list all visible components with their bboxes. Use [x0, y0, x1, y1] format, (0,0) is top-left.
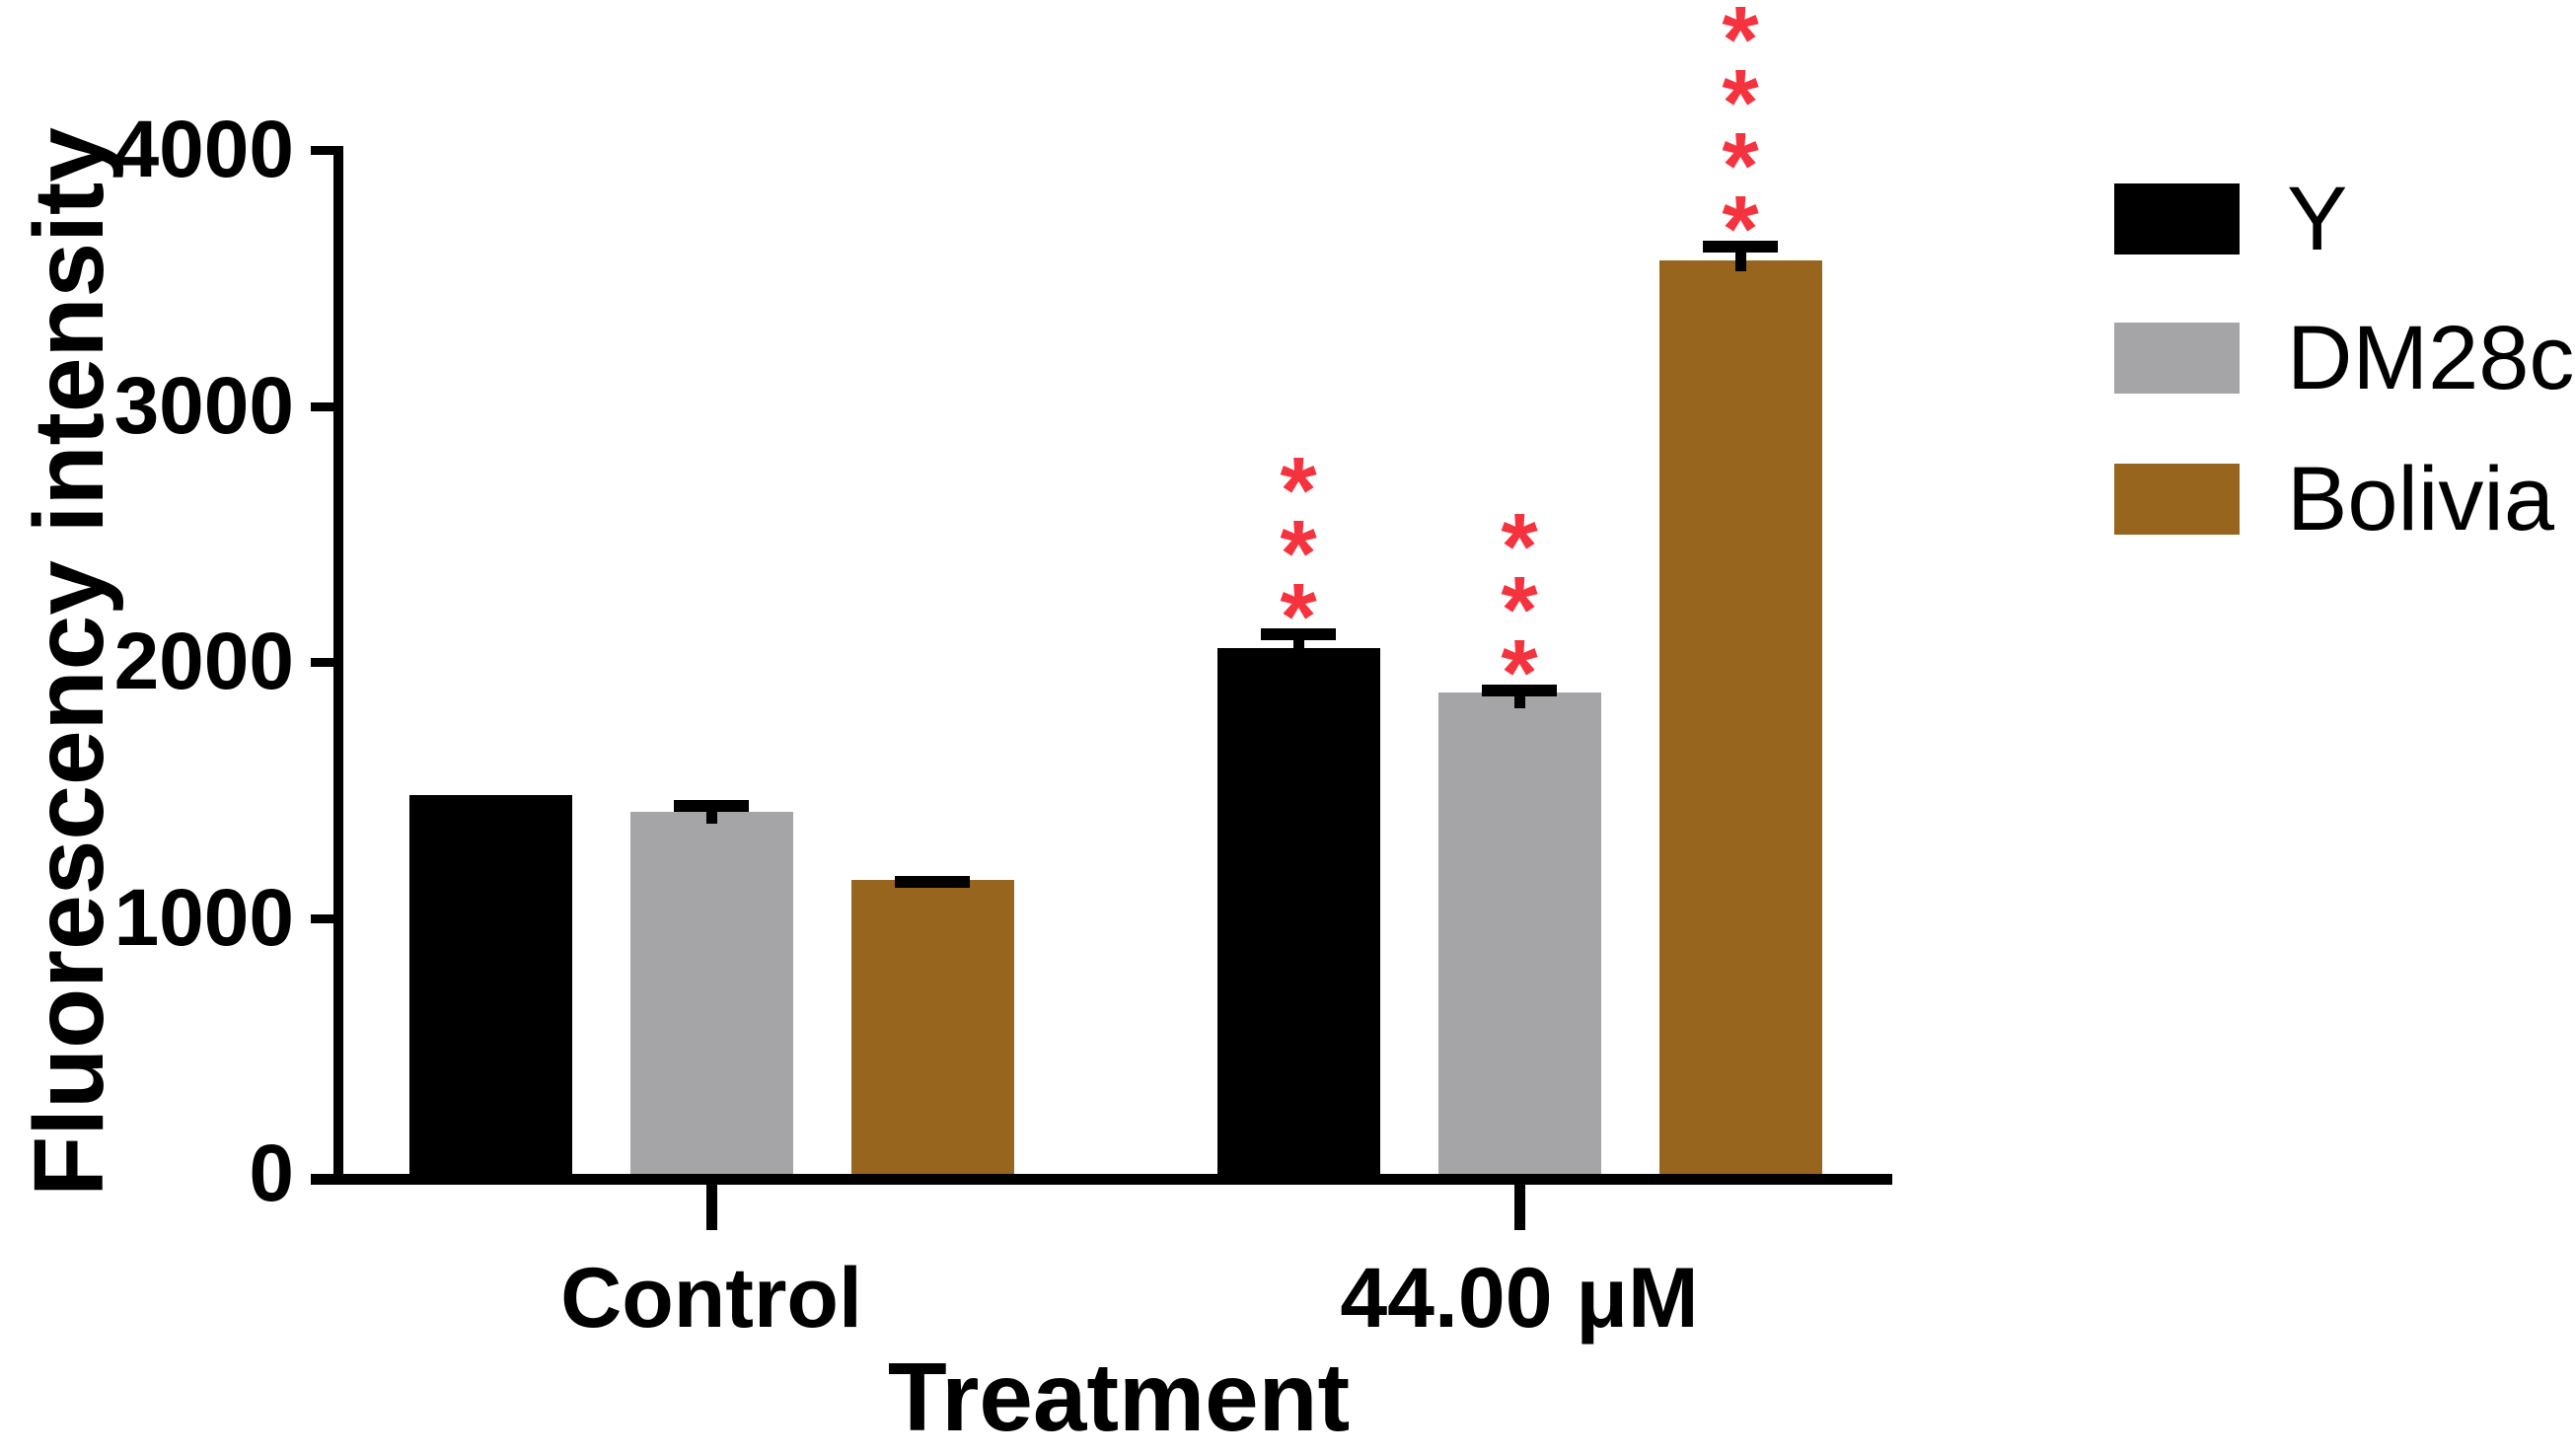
- error-bar-cap: [1261, 628, 1336, 640]
- asterisk-glyph: *: [1280, 501, 1317, 607]
- asterisk-glyph: *: [1501, 494, 1538, 600]
- error-bar-cap: [895, 876, 970, 888]
- asterisk-glyph: *: [1501, 557, 1538, 663]
- y-tick-label: 4000: [113, 105, 294, 194]
- significance-asterisks: * * *: [1501, 494, 1538, 726]
- asterisk-glyph: *: [1722, 177, 1759, 282]
- y-tick-label: 1000: [113, 873, 294, 963]
- bar-Bolivia-1: [1659, 260, 1822, 1174]
- error-bar-cap: [1703, 241, 1778, 253]
- x-category-label: Control: [560, 1251, 862, 1346]
- asterisk-glyph: *: [1722, 50, 1759, 156]
- x-axis-title: Treatment: [887, 1343, 1351, 1451]
- error-bar-stem: [1735, 251, 1746, 271]
- x-axis-line: [311, 1174, 1892, 1185]
- x-category-label: 44.00 μM: [1340, 1251, 1699, 1346]
- error-bar-stem: [1293, 638, 1304, 659]
- y-axis-tick: [311, 402, 343, 411]
- error-bar-cap: [1482, 685, 1557, 696]
- asterisk-glyph: *: [1722, 113, 1759, 219]
- y-axis-tick: [311, 658, 343, 667]
- asterisk-glyph: *: [1501, 620, 1538, 726]
- y-tick-label: 2000: [113, 617, 294, 706]
- y-axis-tick: [311, 146, 343, 155]
- bar-Bolivia-0: [851, 880, 1014, 1174]
- y-tick-label: 3000: [113, 361, 294, 451]
- y-tick-label: 0: [249, 1128, 294, 1218]
- error-bar-cap: [674, 800, 749, 812]
- error-bar-stem: [1514, 694, 1525, 708]
- asterisk-glyph: *: [1280, 438, 1317, 544]
- bar-DM28c-0: [630, 812, 793, 1174]
- error-bar-stem: [706, 810, 717, 824]
- x-axis-group-tick: [706, 1185, 717, 1230]
- bar-Y-1: [1217, 648, 1380, 1174]
- significance-asterisks: * * *: [1280, 438, 1317, 670]
- asterisk-glyph: *: [1280, 564, 1317, 670]
- bar-DM28c-1: [1438, 692, 1601, 1174]
- x-axis-group-tick: [1514, 1185, 1525, 1230]
- bar-Y-0: [409, 795, 572, 1174]
- y-axis-tick: [311, 914, 343, 923]
- significance-asterisks: * * * *: [1722, 0, 1759, 282]
